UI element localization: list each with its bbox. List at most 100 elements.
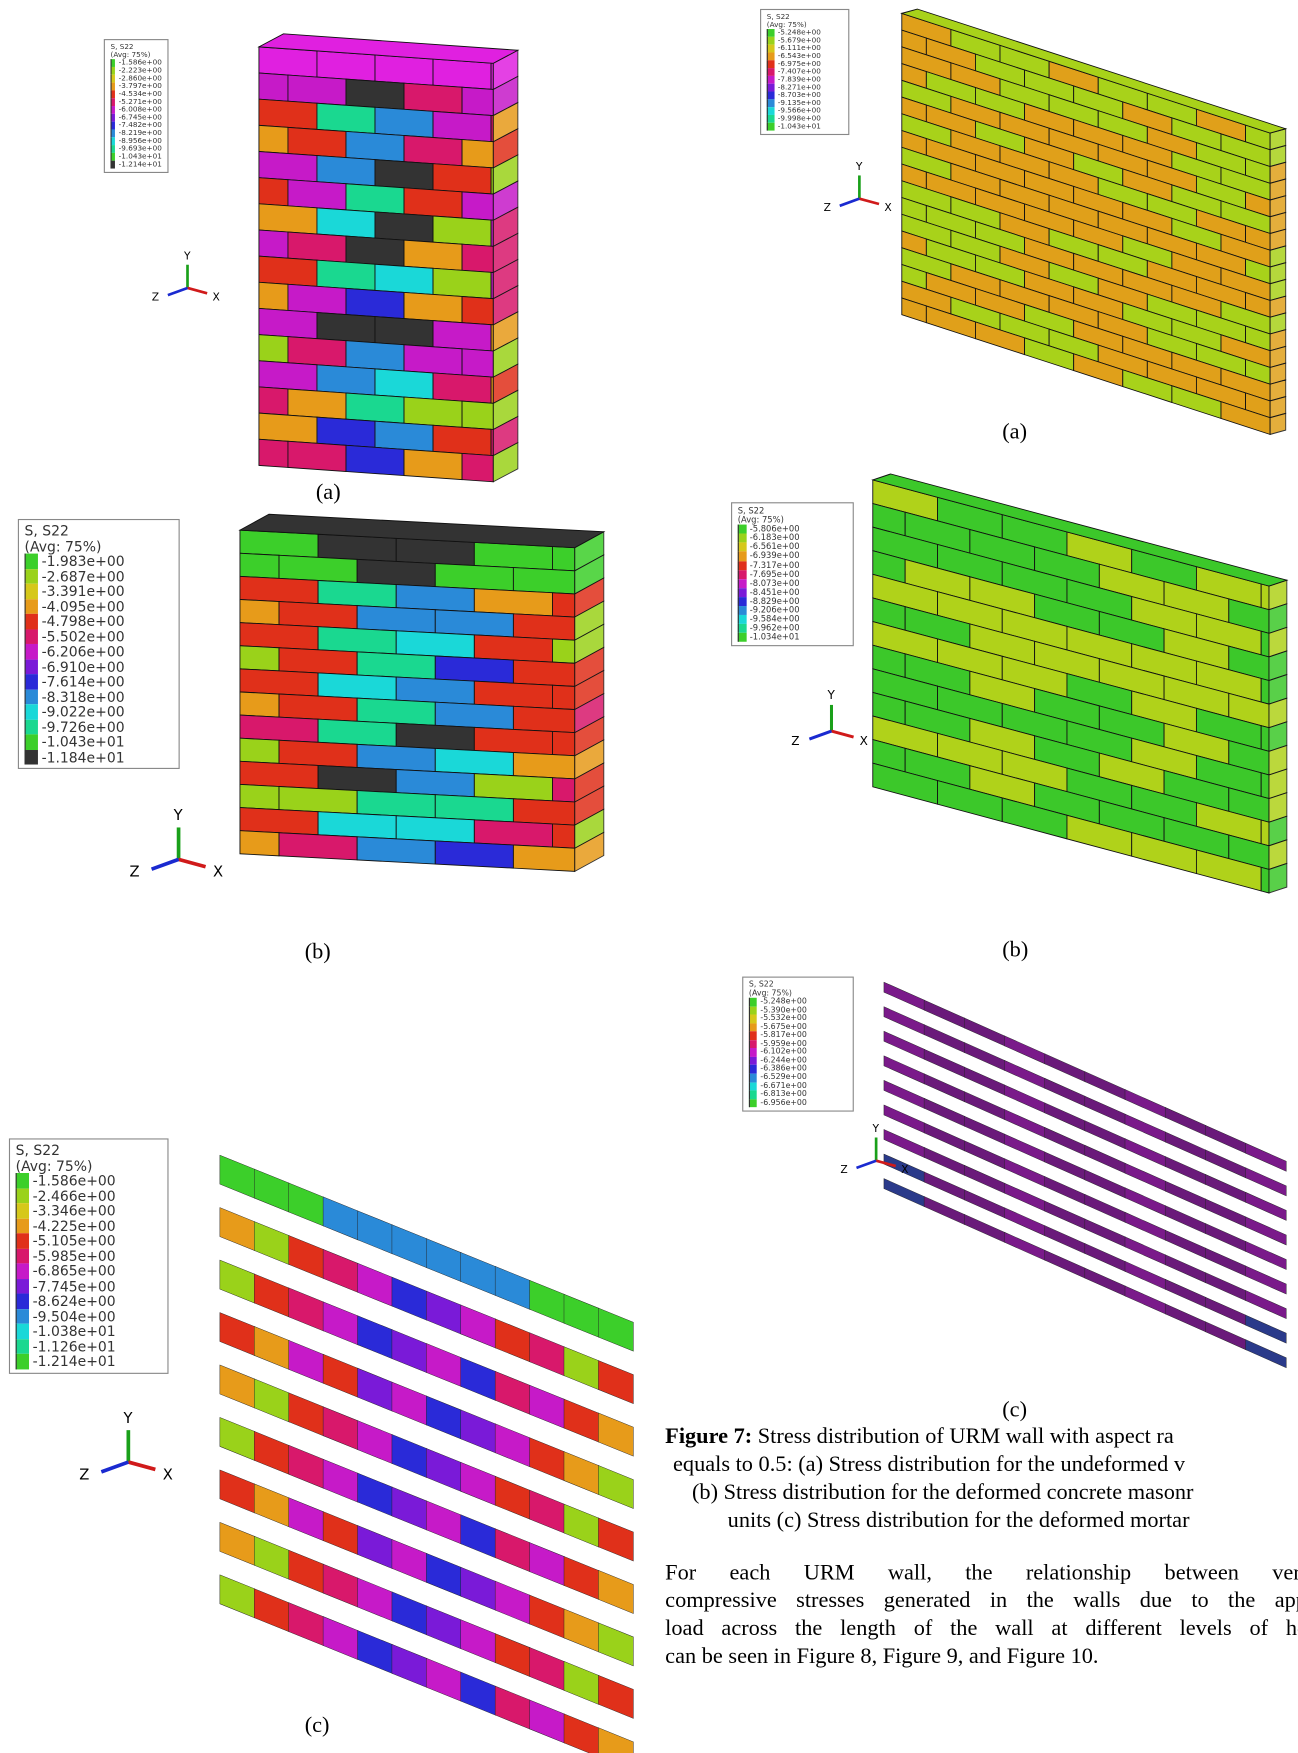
axis-label-z: Z <box>824 201 831 214</box>
mortar-layer <box>884 1056 1286 1245</box>
brick <box>317 313 375 343</box>
paragraph-line: compressive stresses generated in the wa… <box>665 1588 1298 1614</box>
legend-value: -7.745e+00 <box>33 1278 116 1293</box>
axis-triad: YXZ <box>152 249 220 303</box>
mortar-segment <box>1246 1217 1287 1245</box>
legend-row: -5.105e+00 <box>16 1233 162 1248</box>
axis-z <box>168 288 188 295</box>
brick <box>240 738 279 763</box>
mortar-segment <box>254 1274 289 1317</box>
brick <box>462 140 493 168</box>
brick <box>435 748 513 775</box>
wall <box>873 469 1287 898</box>
mortar-segment <box>426 1553 461 1596</box>
legend-swatch <box>767 115 775 123</box>
mortar-segment <box>564 1294 599 1337</box>
mortar-segment <box>1205 1223 1246 1251</box>
brick <box>357 559 435 586</box>
mortar-segment <box>884 982 925 1010</box>
legend-swatch <box>738 615 747 624</box>
mortar-segment <box>426 1396 461 1439</box>
brick <box>357 791 435 818</box>
axis-z <box>809 731 831 739</box>
brick <box>433 268 491 298</box>
mortar-segment <box>1165 1206 1206 1234</box>
mortar-segment <box>1246 1266 1287 1294</box>
axis-label-z: Z <box>840 1163 847 1176</box>
brick <box>240 553 279 578</box>
brick <box>240 831 279 856</box>
wall <box>259 32 518 483</box>
legend-swatch <box>110 145 115 153</box>
mortar-segment <box>530 1333 565 1376</box>
legend: S, S22(Avg: 75%)-1.586e+00-2.223e+00-2.8… <box>104 39 169 173</box>
brick <box>259 361 317 391</box>
brick <box>1261 773 1269 799</box>
brick <box>259 413 317 443</box>
legend-swatch <box>16 1354 30 1369</box>
mortar-segment <box>1004 1134 1045 1162</box>
brick <box>279 740 357 767</box>
mortar-layer <box>884 1179 1286 1368</box>
brick <box>462 244 493 272</box>
mortar-segment <box>530 1280 565 1323</box>
mortar-segment <box>598 1728 633 1753</box>
legend-value: -7.614e+00 <box>42 674 125 689</box>
brick <box>375 212 433 242</box>
legend-row: -1.586e+00 <box>16 1173 162 1188</box>
legend-swatch <box>749 1091 757 1099</box>
brick <box>474 589 552 616</box>
mortar-segment <box>964 1165 1005 1193</box>
brick <box>435 563 513 590</box>
mortar-segment <box>426 1606 461 1649</box>
axis-z <box>840 199 860 206</box>
brick <box>404 449 462 479</box>
brick <box>288 127 346 157</box>
mortar-segment <box>598 1675 633 1718</box>
mortar-segment <box>289 1603 324 1646</box>
axis-z <box>101 1462 128 1472</box>
mortar-segment <box>220 1313 255 1356</box>
legend-row: -2.466e+00 <box>16 1188 162 1203</box>
legend-row: -4.225e+00 <box>16 1218 162 1233</box>
axis-label-y: Y <box>855 160 863 173</box>
mortar-segment <box>392 1330 427 1373</box>
mortar-segment <box>323 1354 358 1397</box>
mortar-segment <box>323 1512 358 1555</box>
brick <box>396 723 474 750</box>
legend: S, S22(Avg: 75%)-1.586e+00-2.466e+00-3.3… <box>9 1138 169 1373</box>
mortar-segment <box>426 1239 461 1282</box>
caption: (b) <box>1002 938 1028 964</box>
mortar-segment <box>1085 1170 1126 1198</box>
mortar-segment <box>426 1658 461 1701</box>
mortar-segment <box>461 1672 496 1715</box>
figure-label: Figure 7: <box>665 1424 752 1449</box>
brick <box>513 799 574 825</box>
mortar-segment <box>495 1529 530 1572</box>
axis-x <box>179 859 206 866</box>
legend-row: -1.214e+01 <box>110 161 161 169</box>
mortar-segment <box>426 1343 461 1386</box>
mortar-segment <box>598 1361 633 1404</box>
brick <box>375 369 433 399</box>
mortar-segment <box>392 1487 427 1530</box>
mortar-segment <box>598 1308 633 1351</box>
mortar-segment <box>1246 1290 1287 1318</box>
brick <box>346 445 404 475</box>
brick <box>552 685 574 709</box>
mortar-segment <box>884 1056 925 1084</box>
brick <box>318 812 396 839</box>
mortar-segment <box>461 1357 496 1400</box>
mortar-segment <box>924 1147 965 1175</box>
brick <box>375 317 433 347</box>
brick <box>1261 726 1269 752</box>
legend-value: -5.985e+00 <box>33 1248 116 1263</box>
mortar-segment <box>254 1589 289 1632</box>
mortar-segment <box>598 1518 633 1561</box>
mortar-segment <box>358 1211 393 1254</box>
brick <box>462 87 493 115</box>
axis-label-y: Y <box>826 688 835 702</box>
legend-value: -1.126e+01 <box>33 1339 116 1354</box>
mortar-segment <box>1085 1194 1126 1222</box>
legend-swatch <box>749 1023 757 1031</box>
